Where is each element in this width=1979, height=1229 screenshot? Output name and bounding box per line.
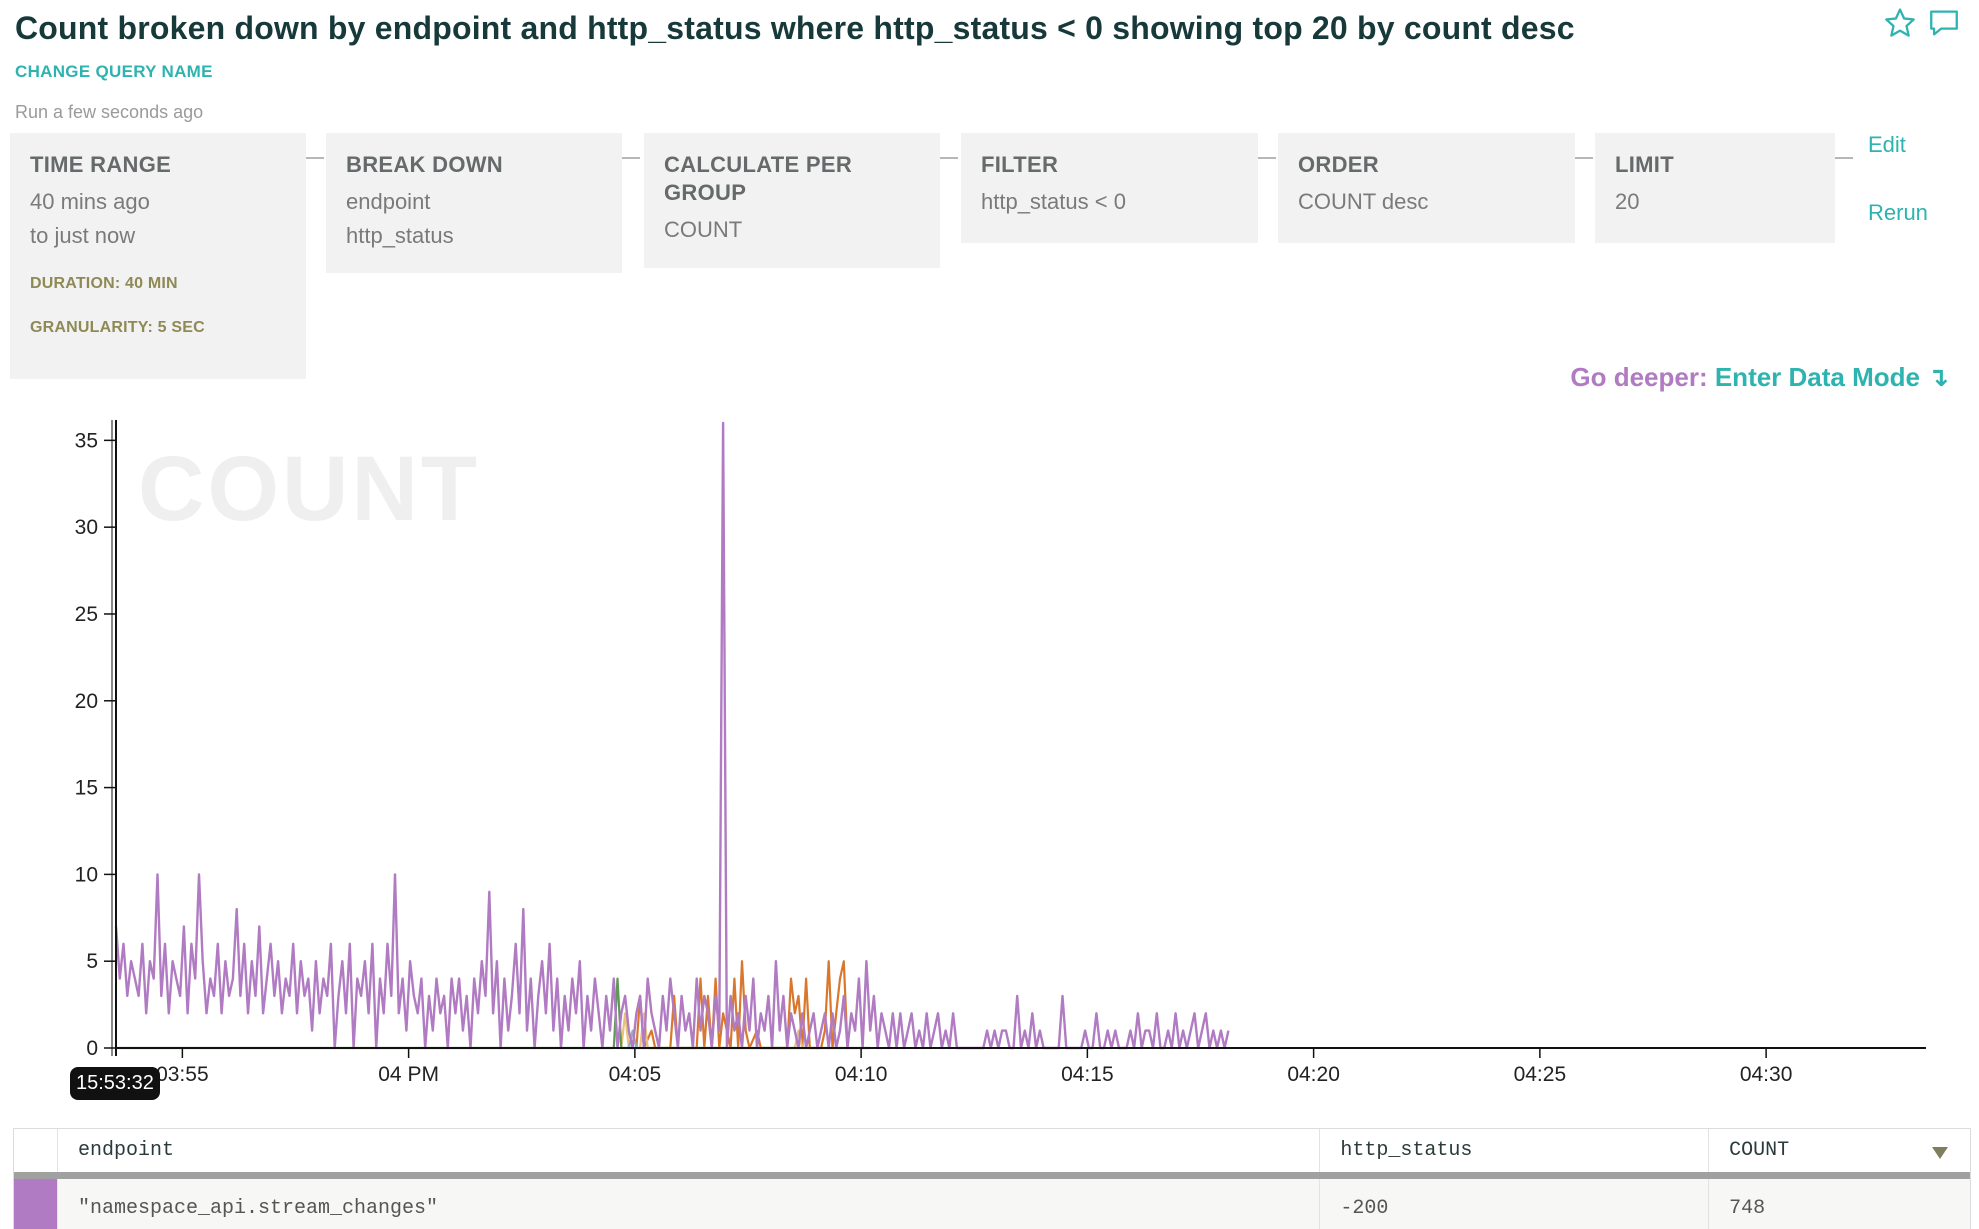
- rerun-link[interactable]: Rerun: [1868, 200, 1928, 225]
- cell-http-status: -200: [1320, 1179, 1710, 1229]
- y-tick-label: 30: [75, 516, 98, 539]
- limit-card[interactable]: LIMIT 20: [1595, 133, 1835, 243]
- column-http-status[interactable]: http_status: [1320, 1129, 1710, 1172]
- calculate-label-1: CALCULATE PER: [664, 152, 853, 177]
- calculate-label-2: GROUP: [664, 180, 747, 205]
- star-icon[interactable]: [1883, 6, 1917, 45]
- limit-value: 20: [1615, 189, 1640, 214]
- limit-label: LIMIT: [1615, 152, 1674, 177]
- x-tick-label: 04:30: [1740, 1063, 1793, 1086]
- series-color-swatch: [14, 1179, 57, 1229]
- y-tick-label: 35: [75, 429, 98, 452]
- time-range-card[interactable]: TIME RANGE 40 mins ago to just now DURAT…: [10, 133, 306, 379]
- break-down-card[interactable]: BREAK DOWN endpoint http_status: [326, 133, 622, 273]
- granularity-label: GRANULARITY: 5 SEC: [30, 319, 205, 336]
- cell-count: 748: [1729, 1196, 1766, 1220]
- hover-time-badge: 15:53:32: [70, 1067, 160, 1100]
- order-label: ORDER: [1298, 152, 1379, 177]
- page-title: Count broken down by endpoint and http_s…: [15, 10, 1575, 46]
- duration-label: DURATION: 40 MIN: [30, 275, 178, 292]
- x-tick-label: 04:20: [1287, 1063, 1340, 1086]
- edit-link[interactable]: Edit: [1868, 132, 1906, 157]
- y-tick-label: 20: [75, 690, 98, 713]
- results-table: endpoint http_status COUNT "namespace_ap…: [13, 1128, 1971, 1229]
- break-down-label: BREAK DOWN: [346, 152, 503, 177]
- filter-label: FILTER: [981, 152, 1059, 177]
- change-query-name-link[interactable]: CHANGE QUERY NAME: [15, 62, 213, 81]
- filter-card[interactable]: FILTER http_status < 0: [961, 133, 1258, 243]
- y-tick-label: 5: [86, 950, 98, 973]
- comment-icon[interactable]: [1927, 6, 1961, 45]
- run-time-label: Run a few seconds ago: [15, 102, 204, 122]
- time-range-label: TIME RANGE: [30, 152, 172, 177]
- y-tick-label: 0: [86, 1037, 98, 1060]
- calculate-card[interactable]: CALCULATE PER GROUP COUNT: [644, 133, 940, 268]
- go-deeper: Go deeper: Enter Data Mode ↴: [1570, 362, 1949, 393]
- time-range-to: to just now: [30, 223, 136, 248]
- break-down-value-1: endpoint: [346, 189, 431, 214]
- time-range-from: 40 mins ago: [30, 189, 150, 214]
- column-count[interactable]: COUNT: [1709, 1129, 1970, 1172]
- y-tick-label: 25: [75, 603, 98, 626]
- y-tick-label: 15: [75, 777, 98, 800]
- column-count-label: COUNT: [1729, 1139, 1790, 1162]
- order-value: COUNT desc: [1298, 189, 1429, 214]
- calculate-value: COUNT: [664, 217, 743, 242]
- x-tick-label: 03:55: [156, 1063, 209, 1086]
- filter-value: http_status < 0: [981, 189, 1126, 214]
- x-tick-label: 04:25: [1514, 1063, 1567, 1086]
- series-line: [620, 1012, 804, 1050]
- count-chart[interactable]: COUNT 0 5 10 15 20 25 30 35 03:55 04 PM 04:05 04:10…: [0, 410, 1979, 1110]
- y-tick-label: 10: [75, 863, 98, 886]
- table-row[interactable]: "namespace_api.stream_changes" -200 748: [14, 1179, 1970, 1229]
- break-down-value-2: http_status: [346, 223, 454, 248]
- x-tick-label: 04:10: [835, 1063, 888, 1086]
- enter-data-mode-link[interactable]: Enter Data Mode ↴: [1714, 362, 1949, 392]
- sort-desc-icon[interactable]: [1932, 1147, 1949, 1159]
- x-tick-label: 04:15: [1061, 1063, 1114, 1086]
- go-deeper-prefix: Go deeper:: [1570, 362, 1708, 392]
- x-tick-label: 04:05: [609, 1063, 662, 1086]
- series-line: [627, 1029, 638, 1049]
- table-header: endpoint http_status COUNT: [14, 1129, 1970, 1179]
- chart-watermark: COUNT: [138, 438, 480, 540]
- column-endpoint[interactable]: endpoint: [58, 1129, 1321, 1172]
- x-tick-label: 04 PM: [378, 1063, 439, 1086]
- order-card[interactable]: ORDER COUNT desc: [1278, 133, 1575, 243]
- cell-endpoint: "namespace_api.stream_changes": [58, 1179, 1321, 1229]
- series-line: [114, 421, 1230, 1050]
